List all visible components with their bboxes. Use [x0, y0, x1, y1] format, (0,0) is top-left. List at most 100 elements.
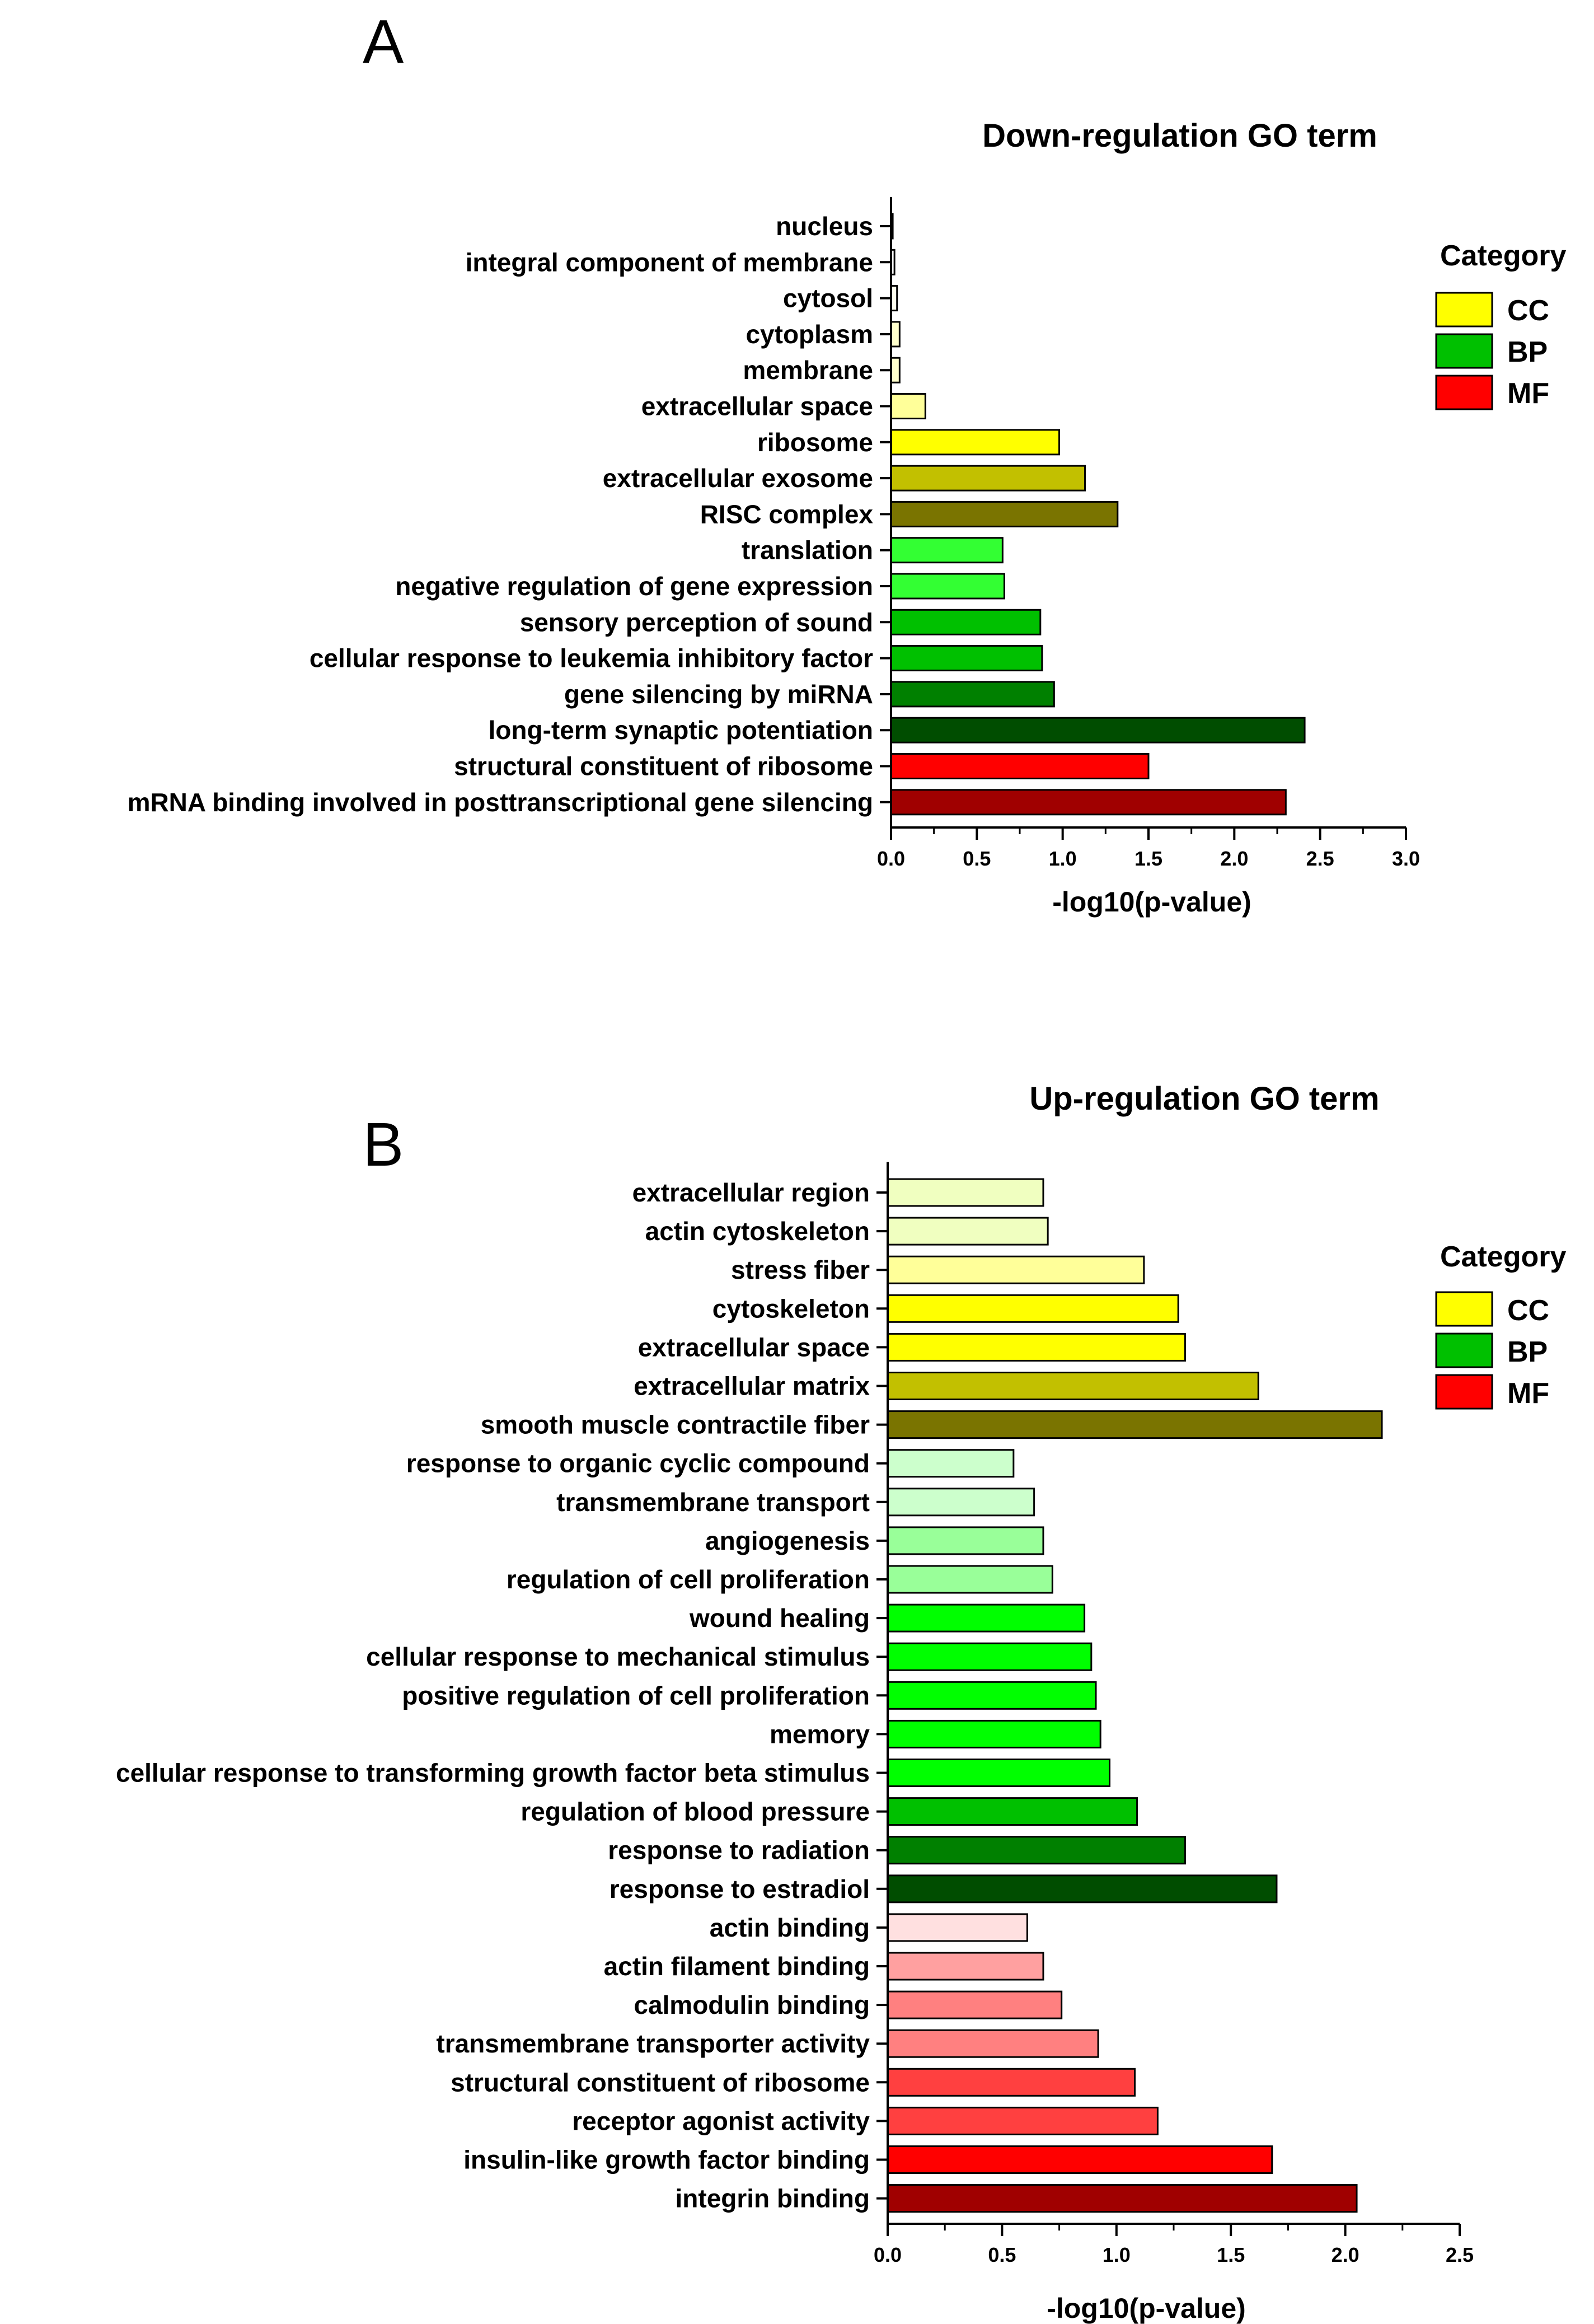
bar-cc	[887, 1410, 1383, 1439]
category-label: structural constituent of ribosome	[454, 752, 873, 781]
bar-bp	[887, 1565, 1053, 1594]
bar-bp	[887, 1681, 1097, 1710]
x-tick-label: 2.5	[1306, 847, 1334, 870]
category-label: translation	[742, 536, 873, 565]
bar-cc	[887, 1255, 1145, 1284]
bar-bp	[887, 1526, 1044, 1555]
category-label: ribosome	[757, 428, 873, 457]
bar-mf	[890, 753, 1150, 779]
panel-letter-a: A	[363, 7, 404, 76]
legend-swatch-cc-a	[1435, 292, 1493, 328]
category-label: positive regulation of cell proliferatio…	[402, 1681, 870, 1710]
category-label: extracellular space	[641, 392, 873, 421]
bar-bp	[890, 681, 1055, 708]
category-label: response to estradiol	[610, 1874, 870, 1904]
x-tick-label: 1.0	[1049, 847, 1077, 870]
x-tick-label: 1.5	[1217, 2243, 1245, 2266]
bar-bp	[887, 1449, 1015, 1478]
bar-cc	[890, 501, 1119, 527]
legend-swatch-bp-b	[1435, 1332, 1493, 1368]
legend-title-a: Category	[1440, 240, 1566, 272]
category-label: response to organic cyclic compound	[406, 1449, 870, 1478]
legend-label-bp-b: BP	[1507, 1336, 1548, 1368]
bar-chart-b: extracellular region actin cytoskeleton st…	[116, 1162, 1474, 2266]
chart-title-b: Up-regulation GO term	[1029, 1081, 1379, 1117]
category-label: RISC complex	[700, 499, 874, 529]
bar-bp	[890, 645, 1043, 672]
category-label: receptor agonist activity	[572, 2106, 870, 2135]
category-label: cellular response to transforming growth…	[116, 1759, 870, 1788]
category-label: cytoplasm	[746, 320, 873, 349]
legend-swatch-mf-b	[1435, 1374, 1493, 1410]
category-label: actin filament binding	[604, 1952, 870, 1981]
category-label: gene silencing by miRNA	[564, 680, 873, 709]
bar-bp	[887, 1603, 1086, 1633]
category-label: regulation of cell proliferation	[507, 1565, 870, 1594]
chart-title-a: Down-regulation GO term	[982, 118, 1377, 154]
category-label: regulation of blood pressure	[521, 1797, 870, 1826]
bar-mf	[887, 2145, 1273, 2174]
bar-cc	[890, 393, 926, 419]
x-tick-label: 1.0	[1103, 2243, 1131, 2266]
legend-swatch-cc-b	[1435, 1291, 1493, 1327]
legend-label-cc-b: CC	[1507, 1294, 1549, 1327]
category-label: cytoskeleton	[712, 1294, 870, 1323]
category-label: sensory perception of sound	[520, 607, 873, 637]
x-tick-label: 3.0	[1392, 847, 1420, 870]
bar-mf	[887, 1990, 1063, 2019]
category-label: memory	[770, 1719, 870, 1748]
category-label: cytosol	[783, 284, 873, 313]
category-label: transmembrane transporter activity	[436, 2029, 870, 2058]
category-label: actin cytoskeleton	[645, 1217, 870, 1246]
bar-mf	[887, 2106, 1159, 2135]
bar-mf	[887, 2029, 1099, 2058]
category-label: extracellular region	[632, 1178, 870, 1207]
x-tick-label: 2.0	[1332, 2243, 1359, 2266]
category-label: nucleus	[776, 212, 873, 241]
bar-cc	[890, 465, 1086, 492]
category-label: extracellular matrix	[634, 1372, 870, 1401]
category-label: response to radiation	[608, 1836, 870, 1865]
bar-mf	[890, 789, 1287, 816]
category-label: cellular response to mechanical stimulus	[366, 1642, 870, 1671]
bar-cc	[887, 1217, 1049, 1246]
category-label: membrane	[743, 356, 873, 385]
category-label: angiogenesis	[705, 1526, 870, 1555]
bar-bp	[890, 573, 1005, 600]
bar-chart-a: nucleus integral component of membrane cyt…	[128, 197, 1420, 870]
legend-label-bp-a: BP	[1507, 336, 1548, 368]
category-label: smooth muscle contractile fiber	[481, 1410, 870, 1439]
x-tick-label: 0.0	[877, 847, 905, 870]
x-tick-label: 2.5	[1446, 2243, 1474, 2266]
category-label: structural constituent of ribosome	[451, 2068, 870, 2097]
bar-mf	[887, 1952, 1044, 1981]
x-tick-label: 1.5	[1134, 847, 1162, 870]
bar-bp	[890, 537, 1004, 564]
category-label: stress fiber	[731, 1255, 870, 1284]
bar-mf	[887, 2068, 1136, 2097]
category-label: wound healing	[689, 1603, 870, 1633]
bar-bp	[887, 1797, 1138, 1826]
x-tick-label: 0.0	[874, 2243, 902, 2266]
bar-mf	[887, 2184, 1358, 2213]
bar-bp	[887, 1836, 1186, 1865]
bar-cc	[890, 321, 901, 348]
bar-bp	[887, 1642, 1093, 1671]
bar-bp	[887, 1759, 1111, 1787]
category-label: negative regulation of gene expression	[395, 572, 873, 601]
legend-label-mf-a: MF	[1507, 377, 1549, 410]
category-label: long-term synaptic potentiation	[489, 716, 873, 745]
category-label: mRNA binding involved in posttranscripti…	[128, 788, 873, 817]
category-label: actin binding	[710, 1913, 870, 1942]
category-label: extracellular exosome	[603, 464, 873, 493]
bar-mf	[887, 1913, 1028, 1942]
legend-label-mf-b: MF	[1507, 1377, 1549, 1410]
bar-bp	[887, 1719, 1101, 1748]
category-label: cellular response to leukemia inhibitory…	[310, 644, 873, 673]
bar-bp	[887, 1488, 1035, 1517]
category-label: integrin binding	[676, 2184, 870, 2213]
legend-swatch-mf-a	[1435, 375, 1493, 410]
bar-bp	[890, 717, 1306, 744]
bar-cc	[890, 357, 901, 384]
